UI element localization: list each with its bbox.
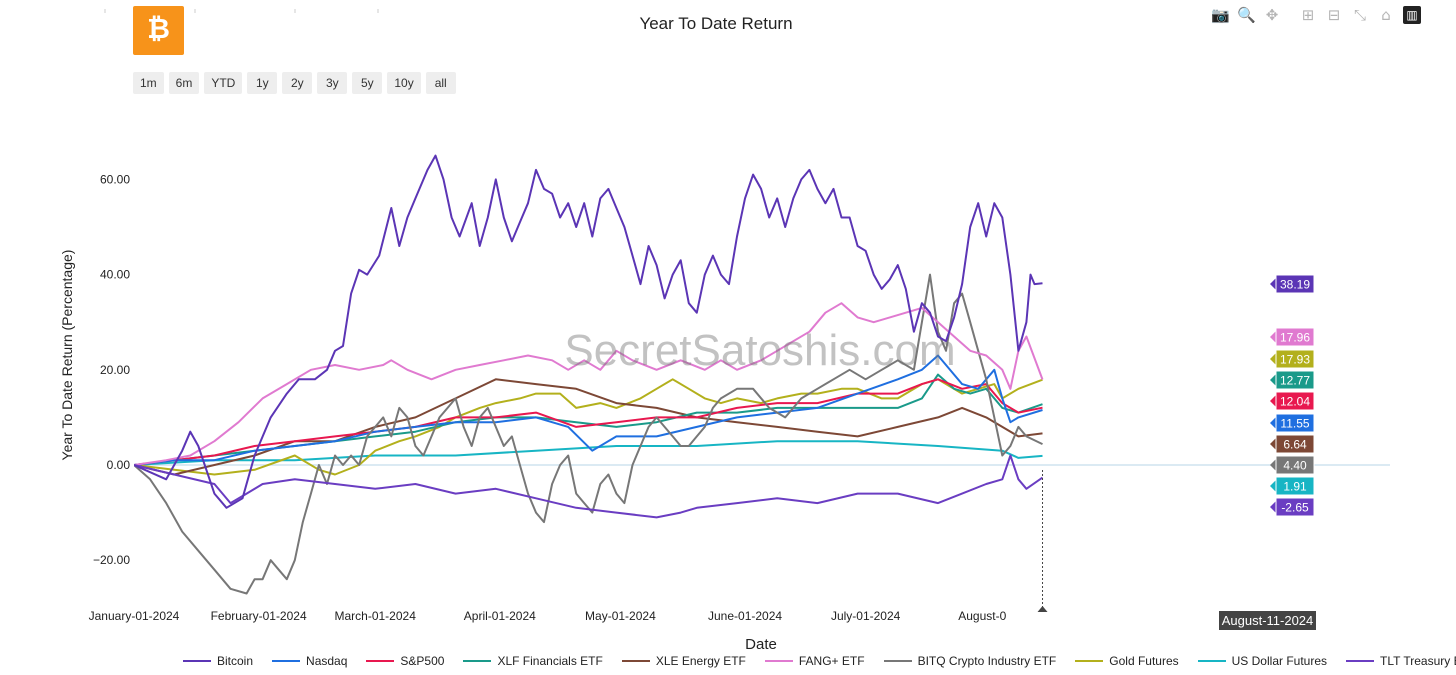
end-value-text: 17.93 [1280, 353, 1310, 367]
x-axis-title: Date [745, 636, 777, 653]
y-tick-label: 0.00 [107, 458, 131, 472]
legend-label: TLT Treasury Bond ETF [1380, 654, 1456, 668]
chart-legend: Bitcoin Nasdaq S&P500 XLF Financials ETF XLE… [183, 654, 1456, 668]
watermark: SecretSatoshis.com [564, 326, 956, 375]
legend-swatch [272, 660, 301, 662]
range-button-1m[interactable]: 1m [133, 72, 164, 94]
x-tick-label: May-01-2024 [585, 609, 656, 623]
legend-item-bitcoin[interactable]: Bitcoin [183, 654, 253, 668]
end-value-text: 12.77 [1280, 374, 1310, 388]
x-tick-label: April-01-2024 [464, 609, 536, 623]
legend-swatch [764, 660, 793, 662]
end-value-label: 6.64 [1270, 434, 1315, 454]
end-value-text: 4.40 [1283, 459, 1307, 473]
x-tick-label: August-0 [958, 609, 1006, 623]
zoom-icon[interactable]: 🔍 [1237, 6, 1256, 24]
series-line-bitcoin[interactable] [134, 154, 1043, 509]
range-button-1y[interactable]: 1y [247, 72, 278, 94]
series-line-us-dollar-futures[interactable] [134, 440, 1043, 466]
x-tick-label: March-01-2024 [335, 609, 417, 623]
range-button-10y[interactable]: 10y [387, 72, 421, 94]
legend-swatch [883, 660, 912, 662]
legend-label: Nasdaq [306, 654, 348, 668]
end-value-label: 11.55 [1270, 413, 1315, 433]
x-tick-label: July-01-2024 [831, 609, 901, 623]
y-axis-title: Year To Date Return (Percentage) [59, 250, 75, 461]
legend-item-nasdaq[interactable]: Nasdaq [272, 654, 347, 668]
chart-modebar: 📷 🔍 ✥ ⊞ ⊟ ⤡ ⌂ ▥ [1211, 6, 1421, 24]
legend-label: FANG+ ETF [798, 654, 865, 668]
end-value-label: -2.65 [1270, 497, 1315, 517]
browser-top-divider [0, 0, 380, 13]
range-button-2y[interactable]: 2y [282, 72, 313, 94]
autoscale-icon[interactable]: ⤡ [1353, 6, 1366, 24]
end-value-text: -2.65 [1281, 501, 1309, 515]
hover-date-label: August-11-2024 [1037, 606, 1316, 630]
series-line-bitq-crypto-industry-etf[interactable] [134, 273, 1043, 595]
y-tick-label: 60.00 [100, 172, 130, 186]
x-tick-label: February-01-2024 [211, 609, 307, 623]
legend-label: US Dollar Futures [1231, 654, 1328, 668]
pan-icon[interactable]: ✥ [1265, 6, 1279, 24]
x-tick-label: January-01-2024 [89, 609, 180, 623]
end-value-text: 17.96 [1280, 331, 1310, 345]
bitcoin-logo: ₿ [133, 6, 184, 55]
series-line-fang-etf[interactable] [134, 302, 1044, 466]
legend-item-fang-etf[interactable]: FANG+ ETF [764, 654, 865, 668]
legend-item-xle-energy-etf[interactable]: XLE Energy ETF [621, 654, 746, 668]
end-value-text: 12.04 [1280, 395, 1310, 409]
end-value-text: 38.19 [1280, 278, 1310, 292]
plotly-logo-icon[interactable]: ▥ [1403, 6, 1421, 24]
legend-swatch [1346, 660, 1375, 662]
x-tick-label: June-01-2024 [708, 609, 782, 623]
bitcoin-glyph-icon: ₿ [147, 12, 170, 45]
series-line-nasdaq[interactable] [134, 354, 1043, 466]
legend-swatch [1197, 660, 1226, 662]
chart-title: Year To Date Return [639, 14, 793, 33]
zoom-out-icon[interactable]: ⊟ [1327, 6, 1341, 24]
legend-label: S&P500 [400, 654, 445, 668]
end-value-label: 17.93 [1270, 349, 1315, 369]
end-value-text: 6.64 [1283, 438, 1307, 452]
legend-item-gold-futures[interactable]: Gold Futures [1075, 654, 1179, 668]
legend-label: Bitcoin [217, 654, 254, 668]
legend-swatch [621, 660, 650, 662]
series-line-tlt-treasury-bond-etf[interactable] [134, 454, 1044, 519]
end-value-label: 38.19 [1270, 274, 1315, 294]
legend-item-s-p500[interactable]: S&P500 [366, 654, 444, 668]
hover-date-text: August-11-2024 [1222, 613, 1314, 628]
range-button-all[interactable]: all [425, 72, 456, 94]
legend-item-bitq-crypto-industry-etf[interactable]: BITQ Crypto Industry ETF [883, 654, 1057, 668]
legend-swatch [366, 660, 395, 662]
end-value-label: 12.77 [1270, 370, 1315, 390]
end-value-label: 4.40 [1270, 455, 1315, 475]
end-value-text: 1.91 [1283, 480, 1307, 494]
end-value-label: 1.91 [1270, 476, 1315, 496]
y-tick-label: 20.00 [100, 363, 130, 377]
range-button-3y[interactable]: 3y [317, 72, 348, 94]
zoom-in-icon[interactable]: ⊞ [1301, 6, 1315, 24]
legend-label: BITQ Crypto Industry ETF [917, 654, 1057, 668]
range-button-ytd[interactable]: YTD [204, 72, 243, 94]
legend-swatch [1075, 660, 1104, 662]
legend-item-xlf-financials-etf[interactable]: XLF Financials ETF [463, 654, 603, 668]
y-tick-label: −20.00 [93, 553, 130, 567]
range-button-6m[interactable]: 6m [168, 72, 200, 94]
end-value-text: 11.55 [1280, 417, 1309, 431]
legend-item-tlt-treasury-bond-etf[interactable]: TLT Treasury Bond ETF [1346, 654, 1456, 668]
end-value-label: 17.96 [1270, 327, 1315, 347]
home-icon[interactable]: ⌂ [1381, 6, 1391, 24]
legend-label: Gold Futures [1109, 654, 1179, 668]
legend-item-us-dollar-futures[interactable]: US Dollar Futures [1197, 654, 1328, 668]
end-value-label: 12.04 [1270, 391, 1315, 411]
legend-swatch [463, 660, 492, 662]
legend-swatch [183, 660, 211, 662]
camera-icon[interactable]: 📷 [1211, 6, 1230, 24]
legend-label: XLF Financials ETF [497, 654, 603, 668]
legend-label: XLE Energy ETF [655, 654, 746, 668]
y-tick-label: 40.00 [100, 268, 130, 282]
range-selector: 1m 6m YTD 1y 2y 3y 5y 10y all [133, 72, 456, 94]
range-button-5y[interactable]: 5y [352, 72, 383, 94]
